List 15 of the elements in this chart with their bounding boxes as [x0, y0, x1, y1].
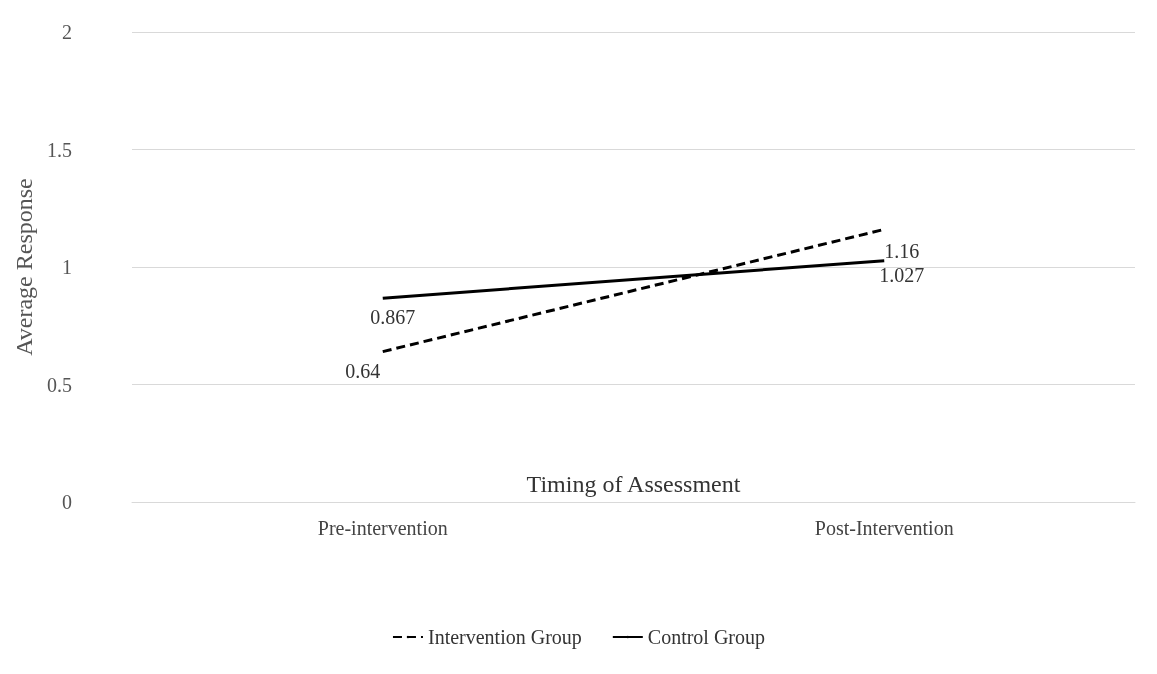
y-tick-label: 1.5 [47, 138, 72, 161]
data-label: 1.027 [879, 263, 925, 286]
y-axis-title: Average Response [11, 178, 38, 356]
data-label: 0.867 [370, 306, 416, 329]
y-tick-label: 2 [62, 21, 72, 43]
x-tick-label: Pre-intervention [317, 517, 448, 539]
data-label: 0.64 [345, 359, 381, 382]
x-tick-label: Post-Intervention [814, 517, 954, 539]
x-axis-title: Timing of Assessment [526, 471, 741, 497]
legend-label: Control Group [647, 626, 766, 649]
y-tick-label: 0 [62, 491, 72, 513]
data-label: 1.16 [884, 240, 920, 263]
y-tick-label: 1 [62, 256, 72, 278]
y-tick-label: 0.5 [47, 373, 72, 396]
legend-label: Intervention Group [427, 626, 582, 649]
